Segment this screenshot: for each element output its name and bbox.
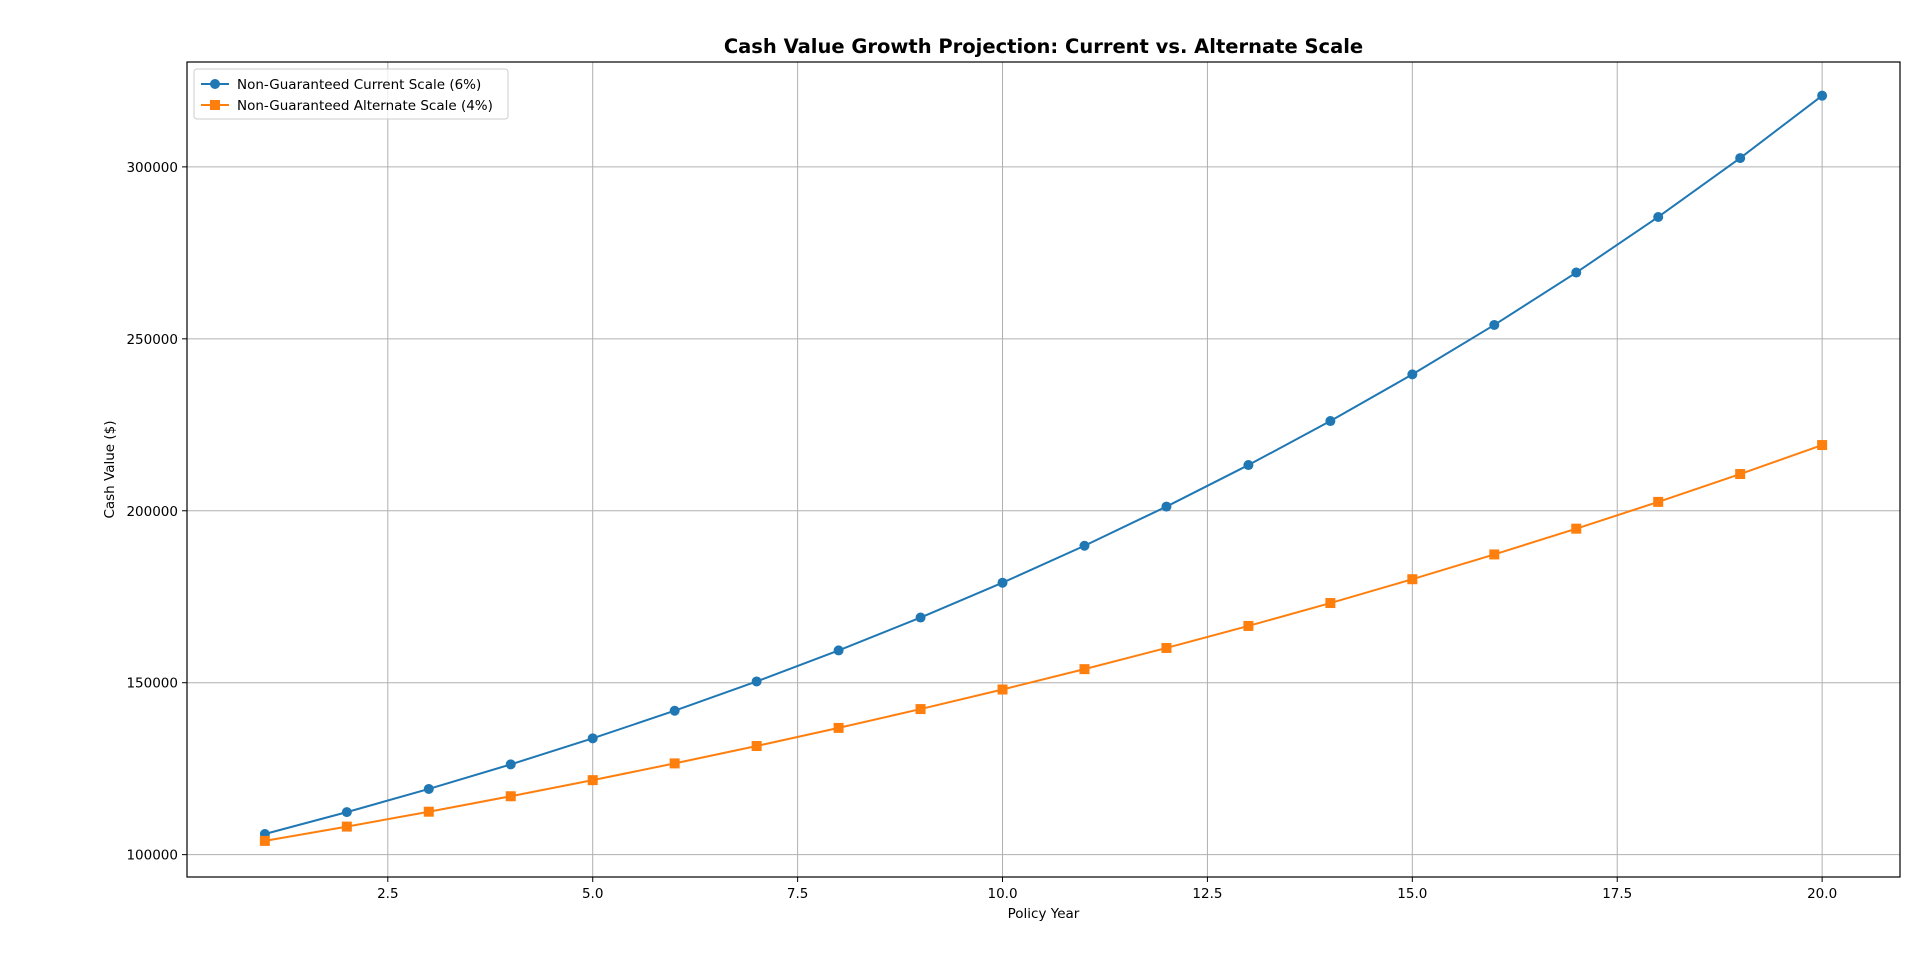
data-point bbox=[1407, 574, 1418, 585]
data-point bbox=[505, 759, 516, 770]
data-point bbox=[1653, 211, 1664, 222]
data-point bbox=[1817, 440, 1828, 451]
data-point bbox=[1571, 267, 1582, 278]
data-point bbox=[259, 835, 270, 846]
series-line bbox=[264, 444, 1823, 842]
legend-marker-swatch bbox=[210, 79, 220, 89]
data-point bbox=[1325, 598, 1336, 609]
data-point bbox=[1079, 664, 1090, 675]
y-tick-label: 150000 bbox=[126, 676, 178, 692]
legend-marker-swatch bbox=[210, 100, 220, 110]
data-point bbox=[341, 807, 352, 818]
data-point bbox=[1161, 642, 1172, 653]
legend-box bbox=[193, 68, 509, 120]
data-point bbox=[1489, 319, 1500, 330]
data-point bbox=[1407, 369, 1418, 380]
data-point bbox=[1571, 523, 1582, 534]
data-point bbox=[423, 806, 434, 817]
legend-item: Non-Guaranteed Current Scale (6%) bbox=[201, 77, 481, 93]
data-point bbox=[1325, 416, 1336, 427]
x-tick-label: 15.0 bbox=[1397, 886, 1427, 902]
data-point bbox=[1243, 460, 1254, 471]
x-axis-label: Policy Year bbox=[1008, 906, 1080, 922]
data-point bbox=[423, 783, 434, 794]
x-tick-label: 7.5 bbox=[787, 886, 808, 902]
legend-label: Non-Guaranteed Alternate Scale (4%) bbox=[237, 98, 493, 114]
data-point bbox=[997, 577, 1008, 588]
data-point bbox=[833, 645, 844, 656]
data-point bbox=[751, 741, 762, 752]
ticks-layer: 2.5 5.0 7.5 10.0 12.5 15.0 17.5 20.0 100000 15000… bbox=[126, 160, 1837, 902]
data-point bbox=[833, 722, 844, 733]
y-axis-label: Cash Value ($) bbox=[102, 420, 118, 518]
data-point bbox=[587, 733, 598, 744]
series-line bbox=[264, 94, 1823, 835]
x-tick-label: 20.0 bbox=[1807, 886, 1837, 902]
legend-item: Non-Guaranteed Alternate Scale (4%) bbox=[201, 98, 493, 114]
y-tick-label: 200000 bbox=[126, 504, 178, 520]
x-tick-label: 2.5 bbox=[377, 886, 398, 902]
data-point bbox=[341, 821, 352, 832]
data-point bbox=[587, 775, 598, 786]
grid-layer bbox=[187, 62, 1900, 877]
chart-title: Cash Value Growth Projection: Current vs… bbox=[724, 35, 1363, 58]
data-point bbox=[1735, 469, 1746, 480]
x-tick-label: 12.5 bbox=[1192, 886, 1222, 902]
x-tick-label: 17.5 bbox=[1602, 886, 1632, 902]
data-point bbox=[1735, 153, 1746, 164]
data-point bbox=[1243, 620, 1254, 631]
data-point bbox=[669, 705, 680, 716]
data-point bbox=[1653, 496, 1664, 507]
data-point bbox=[915, 704, 926, 715]
y-tick-label: 300000 bbox=[126, 160, 178, 176]
data-point bbox=[505, 791, 516, 802]
data-point bbox=[1079, 540, 1090, 551]
data-point bbox=[1817, 90, 1828, 101]
data-point bbox=[751, 676, 762, 687]
series-1 bbox=[259, 90, 1828, 840]
plot-area-frame bbox=[186, 61, 1901, 878]
data-point bbox=[669, 758, 680, 769]
x-tick-label: 10.0 bbox=[987, 886, 1017, 902]
series-2 bbox=[259, 440, 1828, 846]
y-tick-label: 250000 bbox=[126, 332, 178, 348]
x-tick-label: 5.0 bbox=[582, 886, 603, 902]
data-point bbox=[1489, 549, 1500, 560]
legend: Non-Guaranteed Current Scale (6%) Non-Gua… bbox=[193, 68, 509, 120]
data-point bbox=[915, 612, 926, 623]
data-point bbox=[1161, 501, 1172, 512]
series-layer bbox=[259, 90, 1828, 846]
legend-label: Non-Guaranteed Current Scale (6%) bbox=[237, 77, 481, 93]
y-tick-label: 100000 bbox=[126, 848, 178, 864]
data-point bbox=[997, 684, 1008, 695]
